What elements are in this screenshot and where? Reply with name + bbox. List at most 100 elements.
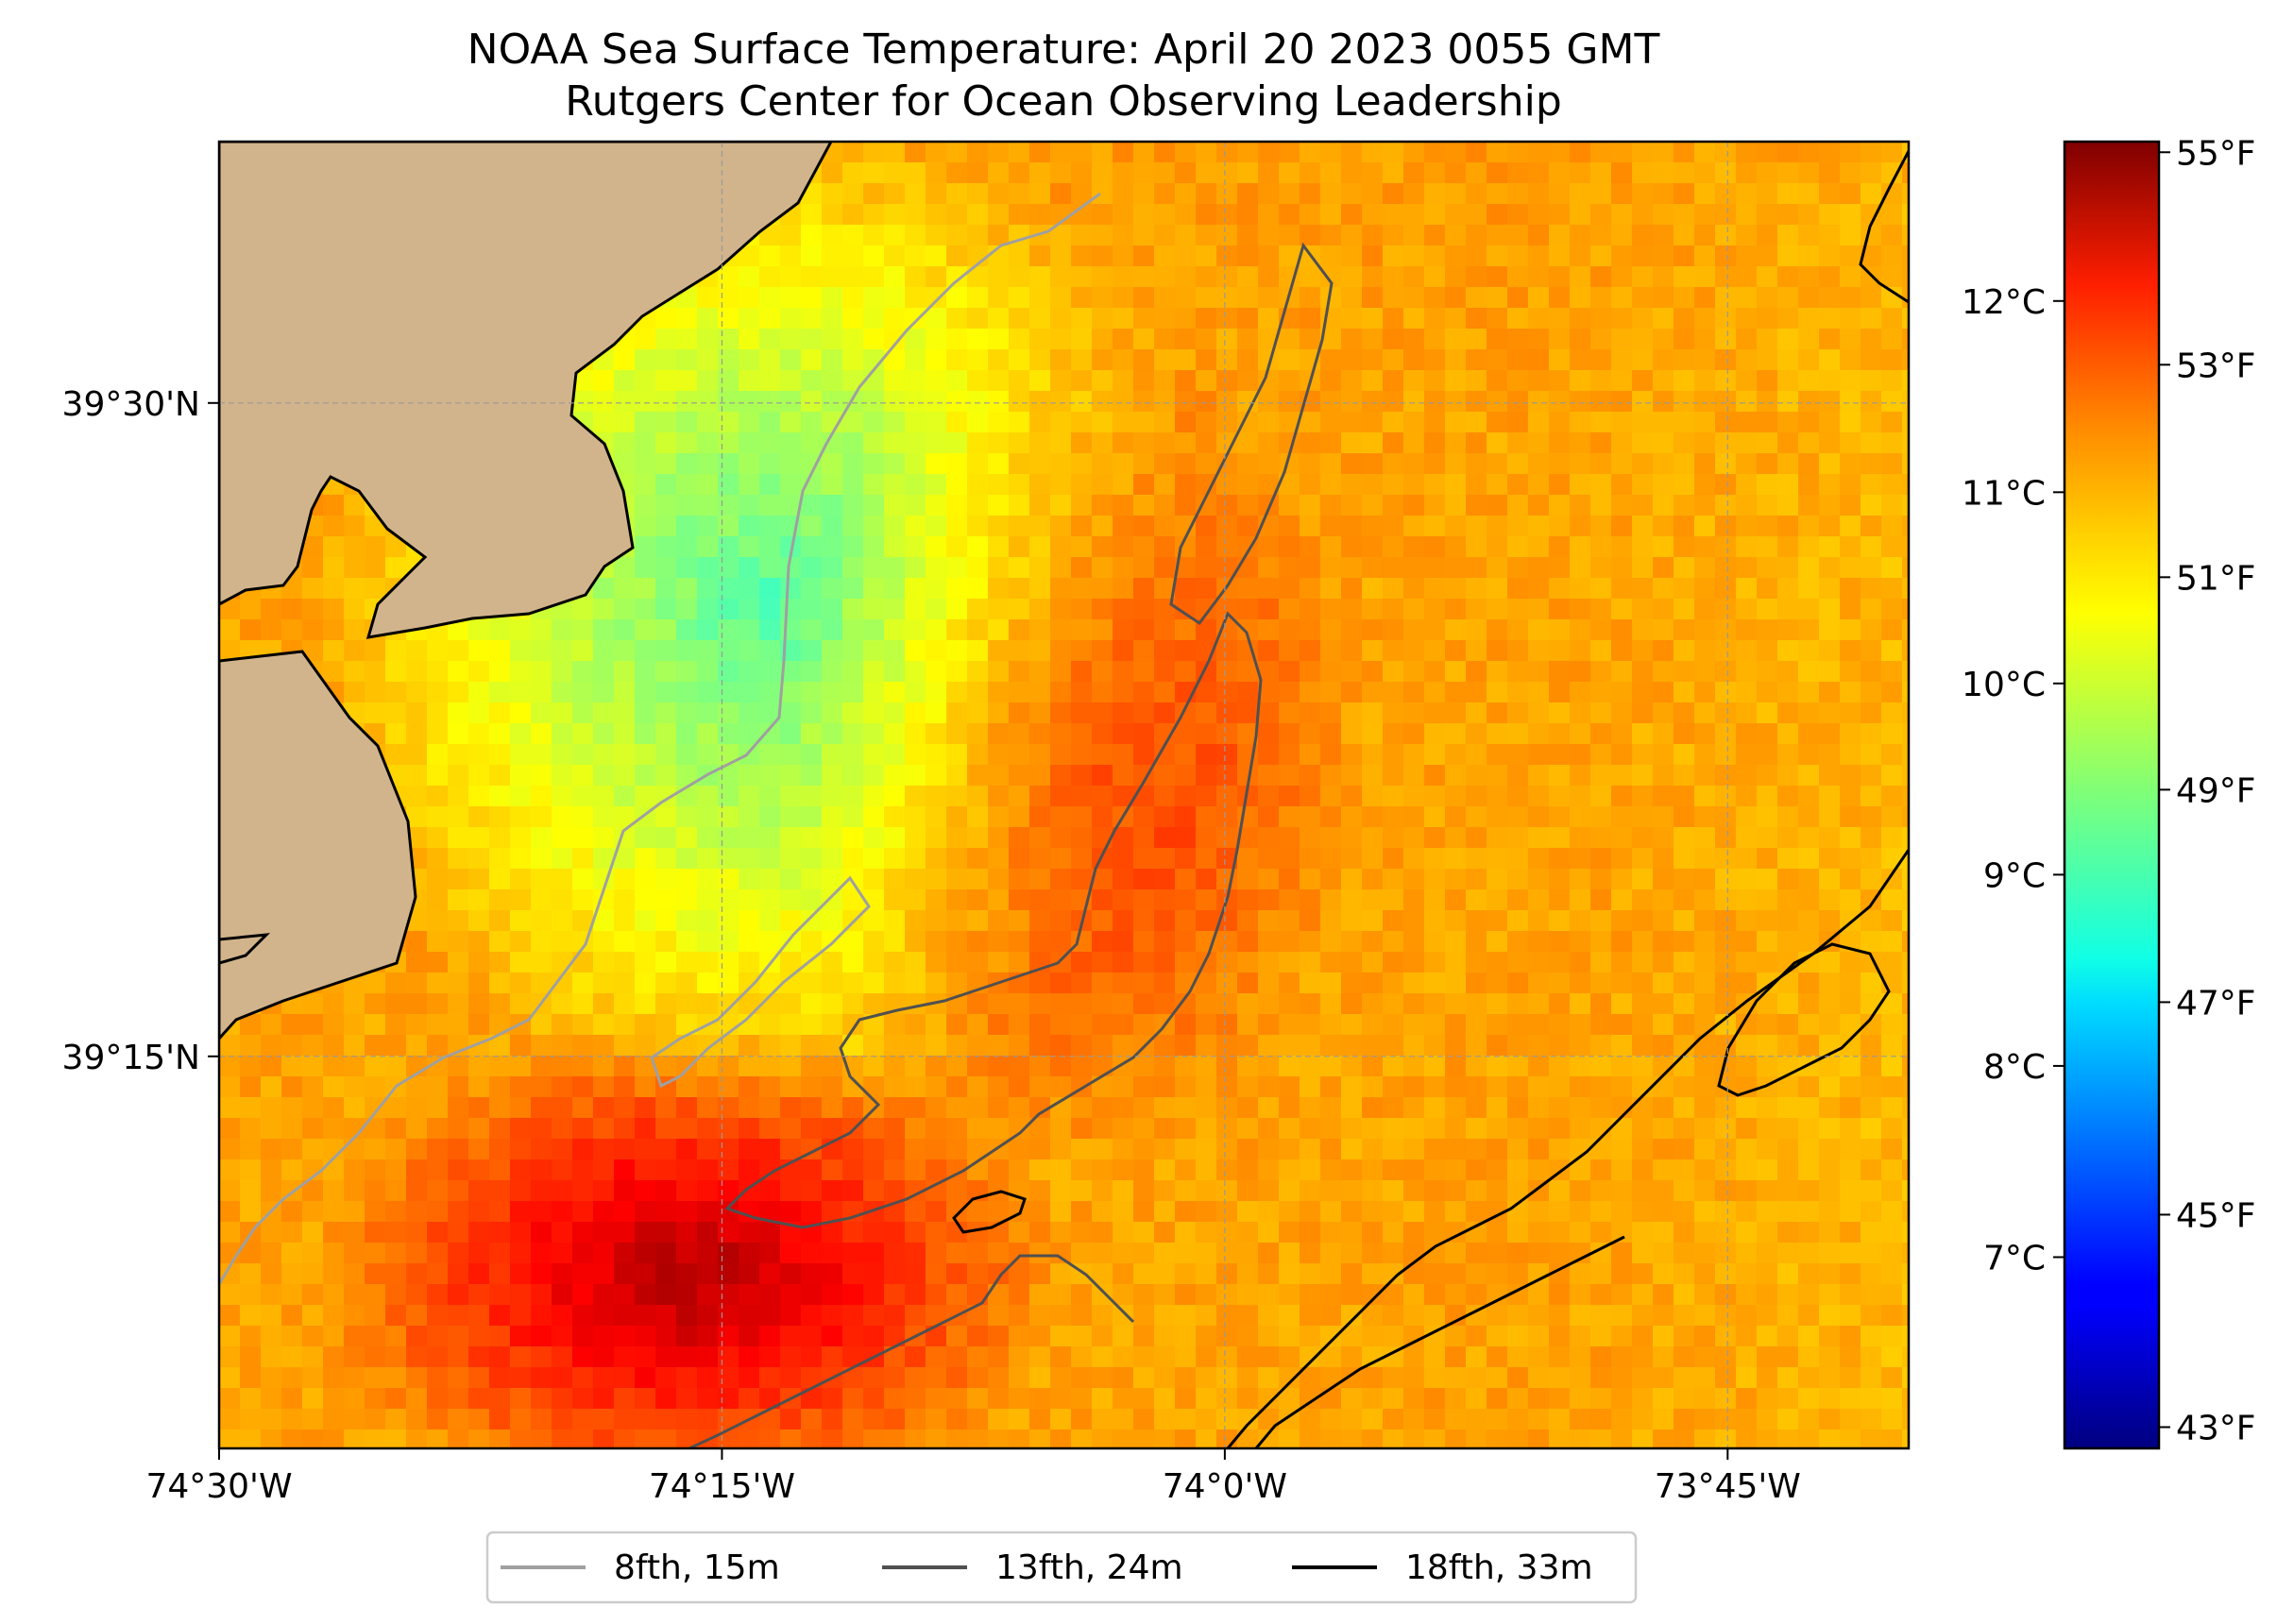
sst-cell [1403,391,1424,412]
sst-cell [1819,1014,1840,1035]
sst-cell [884,1284,905,1305]
sst-cell [1487,1056,1507,1076]
sst-cell [801,266,822,287]
sst-cell [427,1056,448,1076]
sst-cell [967,848,988,869]
sst-cell [1902,1367,1909,1388]
sst-cell [593,578,614,599]
sst-cell [863,993,884,1014]
sst-cell [1528,1118,1549,1139]
sst-cell [1757,744,1777,765]
sst-cell [1113,1118,1133,1139]
sst-cell [1902,1056,1909,1076]
sst-cell [1113,1097,1133,1118]
sst-cell [1653,869,1674,889]
sst-cell [1154,287,1175,308]
sst-cell [1528,204,1549,225]
sst-cell [1258,1305,1279,1326]
sst-cell [1590,993,1611,1014]
sst-cell [801,412,822,432]
sst-cell [926,910,946,931]
sst-cell [489,993,510,1014]
sst-cell [614,952,635,973]
sst-cell [1445,1014,1466,1035]
sst-cell [1175,432,1196,453]
sst-cell [427,993,448,1014]
sst-cell [1320,266,1341,287]
sst-cell [1840,183,1861,204]
sst-cell [1175,245,1196,266]
sst-cell [655,1305,676,1326]
sst-cell [1216,204,1237,225]
sst-cell [842,889,863,910]
sst-cell [1071,349,1092,370]
sst-cell [697,578,718,599]
sst-cell [780,1014,801,1035]
sst-cell [1154,1035,1175,1056]
sst-cell [1840,1159,1861,1180]
sst-cell [1196,1097,1216,1118]
sst-cell [1819,786,1840,806]
sst-cell [1216,370,1237,391]
sst-cell [1715,516,1736,536]
sst-cell [1715,973,1736,993]
sst-cell [905,1076,926,1097]
sst-cell [759,453,780,474]
sst-cell [323,1388,344,1409]
sst-cell [1715,536,1736,557]
sst-cell [967,516,988,536]
sst-cell [759,1014,780,1035]
sst-cell [531,1056,552,1076]
sst-cell [1611,889,1632,910]
sst-cell [1611,412,1632,432]
sst-cell [1881,1367,1902,1388]
sst-cell [1487,245,1507,266]
sst-cell [1570,848,1590,869]
sst-cell [1466,266,1487,287]
sst-cell [884,142,905,162]
sst-cell [926,827,946,848]
sst-cell [1528,931,1549,952]
sst-cell [863,1367,884,1388]
sst-cell [1798,266,1819,287]
sst-cell [1819,1118,1840,1139]
sst-cell [822,391,842,412]
sst-cell [1549,1035,1570,1056]
sst-cell [1175,1346,1196,1367]
sst-cell [323,1305,344,1326]
sst-cell [1154,889,1175,910]
sst-cell [842,1159,863,1180]
sst-cell [1632,1367,1653,1388]
sst-cell [1362,1263,1383,1284]
sst-cell [1881,578,1902,599]
sst-cell [531,682,552,702]
sst-cell [1403,1159,1424,1180]
sst-cell [1216,599,1237,619]
sst-cell [1570,1118,1590,1139]
sst-cell [1632,702,1653,723]
sst-cell [1694,1346,1715,1367]
sst-cell [1050,599,1071,619]
sst-cell [1009,599,1029,619]
sst-cell [1154,973,1175,993]
sst-cell [1736,1118,1757,1139]
sst-cell [1653,889,1674,910]
sst-cell [1507,225,1528,245]
sst-cell [739,786,759,806]
sst-cell [697,619,718,640]
sst-cell [676,640,697,661]
sst-cell [967,827,988,848]
sst-cell [676,765,697,786]
sst-cell [1196,204,1216,225]
sst-cell [1050,412,1071,432]
sst-cell [842,162,863,183]
sst-cell [1383,183,1403,204]
sst-cell [1611,1222,1632,1243]
sst-cell [1029,495,1050,516]
sst-cell [552,1180,572,1201]
sst-cell [1528,661,1549,682]
sst-cell [1528,973,1549,993]
sst-cell [759,993,780,1014]
sst-cell [1694,287,1715,308]
sst-cell [1196,287,1216,308]
